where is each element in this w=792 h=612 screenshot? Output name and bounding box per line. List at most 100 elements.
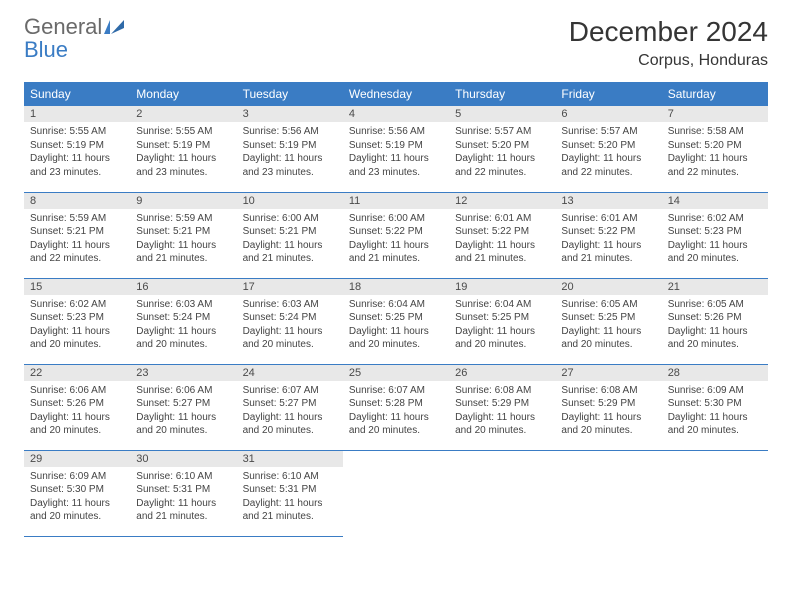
calendar-head: SundayMondayTuesdayWednesdayThursdayFrid…: [24, 82, 768, 106]
calendar-cell: 17Sunrise: 6:03 AMSunset: 5:24 PMDayligh…: [237, 278, 343, 364]
day-details: Sunrise: 5:55 AMSunset: 5:19 PMDaylight:…: [24, 122, 130, 183]
day-details: Sunrise: 6:10 AMSunset: 5:31 PMDaylight:…: [237, 467, 343, 528]
day-number: 10: [237, 193, 343, 209]
day-details: Sunrise: 6:03 AMSunset: 5:24 PMDaylight:…: [130, 295, 236, 356]
day-details: Sunrise: 6:01 AMSunset: 5:22 PMDaylight:…: [449, 209, 555, 270]
logo: General Blue: [24, 16, 124, 62]
day-details: Sunrise: 6:06 AMSunset: 5:27 PMDaylight:…: [130, 381, 236, 442]
day-details: Sunrise: 5:59 AMSunset: 5:21 PMDaylight:…: [24, 209, 130, 270]
day-number: 20: [555, 279, 661, 295]
calendar-cell: 30Sunrise: 6:10 AMSunset: 5:31 PMDayligh…: [130, 450, 236, 536]
calendar-cell: [555, 450, 661, 536]
day-header: Thursday: [449, 82, 555, 106]
day-number: 16: [130, 279, 236, 295]
calendar-cell: 23Sunrise: 6:06 AMSunset: 5:27 PMDayligh…: [130, 364, 236, 450]
calendar-cell: [449, 450, 555, 536]
day-number: 15: [24, 279, 130, 295]
calendar-cell: 5Sunrise: 5:57 AMSunset: 5:20 PMDaylight…: [449, 106, 555, 192]
calendar-cell: 2Sunrise: 5:55 AMSunset: 5:19 PMDaylight…: [130, 106, 236, 192]
calendar-row: 8Sunrise: 5:59 AMSunset: 5:21 PMDaylight…: [24, 192, 768, 278]
day-details: Sunrise: 5:59 AMSunset: 5:21 PMDaylight:…: [130, 209, 236, 270]
logo-general-text: General: [24, 14, 102, 39]
calendar-body: 1Sunrise: 5:55 AMSunset: 5:19 PMDaylight…: [24, 106, 768, 536]
day-number: 30: [130, 451, 236, 467]
day-details: Sunrise: 6:05 AMSunset: 5:26 PMDaylight:…: [662, 295, 768, 356]
day-details: Sunrise: 6:02 AMSunset: 5:23 PMDaylight:…: [662, 209, 768, 270]
day-details: Sunrise: 5:58 AMSunset: 5:20 PMDaylight:…: [662, 122, 768, 183]
day-number: 28: [662, 365, 768, 381]
day-details: Sunrise: 6:04 AMSunset: 5:25 PMDaylight:…: [449, 295, 555, 356]
calendar-cell: 22Sunrise: 6:06 AMSunset: 5:26 PMDayligh…: [24, 364, 130, 450]
day-details: Sunrise: 6:09 AMSunset: 5:30 PMDaylight:…: [24, 467, 130, 528]
calendar-row: 15Sunrise: 6:02 AMSunset: 5:23 PMDayligh…: [24, 278, 768, 364]
header: General Blue December 2024 Corpus, Hondu…: [24, 16, 768, 70]
day-details: Sunrise: 6:10 AMSunset: 5:31 PMDaylight:…: [130, 467, 236, 528]
day-number: 13: [555, 193, 661, 209]
header-row: SundayMondayTuesdayWednesdayThursdayFrid…: [24, 82, 768, 106]
day-header: Monday: [130, 82, 236, 106]
calendar-cell: 3Sunrise: 5:56 AMSunset: 5:19 PMDaylight…: [237, 106, 343, 192]
day-details: Sunrise: 5:56 AMSunset: 5:19 PMDaylight:…: [237, 122, 343, 183]
day-details: Sunrise: 6:05 AMSunset: 5:25 PMDaylight:…: [555, 295, 661, 356]
calendar-cell: 31Sunrise: 6:10 AMSunset: 5:31 PMDayligh…: [237, 450, 343, 536]
day-number: 3: [237, 106, 343, 122]
day-number: 21: [662, 279, 768, 295]
calendar-row: 22Sunrise: 6:06 AMSunset: 5:26 PMDayligh…: [24, 364, 768, 450]
day-number: 7: [662, 106, 768, 122]
calendar-cell: 14Sunrise: 6:02 AMSunset: 5:23 PMDayligh…: [662, 192, 768, 278]
calendar-cell: 7Sunrise: 5:58 AMSunset: 5:20 PMDaylight…: [662, 106, 768, 192]
calendar-cell: 15Sunrise: 6:02 AMSunset: 5:23 PMDayligh…: [24, 278, 130, 364]
calendar-row: 29Sunrise: 6:09 AMSunset: 5:30 PMDayligh…: [24, 450, 768, 536]
day-details: Sunrise: 6:07 AMSunset: 5:27 PMDaylight:…: [237, 381, 343, 442]
day-details: Sunrise: 6:07 AMSunset: 5:28 PMDaylight:…: [343, 381, 449, 442]
day-details: Sunrise: 6:00 AMSunset: 5:22 PMDaylight:…: [343, 209, 449, 270]
calendar-cell: 1Sunrise: 5:55 AMSunset: 5:19 PMDaylight…: [24, 106, 130, 192]
calendar-cell: 9Sunrise: 5:59 AMSunset: 5:21 PMDaylight…: [130, 192, 236, 278]
day-details: Sunrise: 6:08 AMSunset: 5:29 PMDaylight:…: [449, 381, 555, 442]
day-number: 1: [24, 106, 130, 122]
calendar-cell: [662, 450, 768, 536]
day-details: Sunrise: 6:01 AMSunset: 5:22 PMDaylight:…: [555, 209, 661, 270]
day-header: Friday: [555, 82, 661, 106]
day-details: Sunrise: 5:56 AMSunset: 5:19 PMDaylight:…: [343, 122, 449, 183]
calendar-cell: 4Sunrise: 5:56 AMSunset: 5:19 PMDaylight…: [343, 106, 449, 192]
day-details: Sunrise: 6:09 AMSunset: 5:30 PMDaylight:…: [662, 381, 768, 442]
calendar-cell: 20Sunrise: 6:05 AMSunset: 5:25 PMDayligh…: [555, 278, 661, 364]
month-title: December 2024: [569, 16, 768, 48]
calendar-cell: 10Sunrise: 6:00 AMSunset: 5:21 PMDayligh…: [237, 192, 343, 278]
day-details: Sunrise: 5:57 AMSunset: 5:20 PMDaylight:…: [449, 122, 555, 183]
day-header: Saturday: [662, 82, 768, 106]
day-number: 27: [555, 365, 661, 381]
logo-text-block: General Blue: [24, 16, 124, 62]
day-details: Sunrise: 6:08 AMSunset: 5:29 PMDaylight:…: [555, 381, 661, 442]
day-number: 6: [555, 106, 661, 122]
calendar-cell: 26Sunrise: 6:08 AMSunset: 5:29 PMDayligh…: [449, 364, 555, 450]
day-number: 29: [24, 451, 130, 467]
day-number: 25: [343, 365, 449, 381]
day-details: Sunrise: 6:00 AMSunset: 5:21 PMDaylight:…: [237, 209, 343, 270]
day-header: Wednesday: [343, 82, 449, 106]
day-details: Sunrise: 6:03 AMSunset: 5:24 PMDaylight:…: [237, 295, 343, 356]
day-number: 22: [24, 365, 130, 381]
calendar-cell: 28Sunrise: 6:09 AMSunset: 5:30 PMDayligh…: [662, 364, 768, 450]
calendar-cell: 27Sunrise: 6:08 AMSunset: 5:29 PMDayligh…: [555, 364, 661, 450]
day-details: Sunrise: 6:02 AMSunset: 5:23 PMDaylight:…: [24, 295, 130, 356]
calendar-row: 1Sunrise: 5:55 AMSunset: 5:19 PMDaylight…: [24, 106, 768, 192]
day-header: Sunday: [24, 82, 130, 106]
calendar-cell: 13Sunrise: 6:01 AMSunset: 5:22 PMDayligh…: [555, 192, 661, 278]
day-number: 11: [343, 193, 449, 209]
calendar-cell: 11Sunrise: 6:00 AMSunset: 5:22 PMDayligh…: [343, 192, 449, 278]
calendar-table: SundayMondayTuesdayWednesdayThursdayFrid…: [24, 82, 768, 537]
day-number: 31: [237, 451, 343, 467]
calendar-cell: 18Sunrise: 6:04 AMSunset: 5:25 PMDayligh…: [343, 278, 449, 364]
calendar-cell: 8Sunrise: 5:59 AMSunset: 5:21 PMDaylight…: [24, 192, 130, 278]
day-details: Sunrise: 5:57 AMSunset: 5:20 PMDaylight:…: [555, 122, 661, 183]
title-block: December 2024 Corpus, Honduras: [569, 16, 768, 70]
day-details: Sunrise: 6:06 AMSunset: 5:26 PMDaylight:…: [24, 381, 130, 442]
day-number: 18: [343, 279, 449, 295]
calendar-cell: 21Sunrise: 6:05 AMSunset: 5:26 PMDayligh…: [662, 278, 768, 364]
logo-blue-text: Blue: [24, 37, 68, 62]
day-number: 19: [449, 279, 555, 295]
day-number: 12: [449, 193, 555, 209]
day-number: 14: [662, 193, 768, 209]
